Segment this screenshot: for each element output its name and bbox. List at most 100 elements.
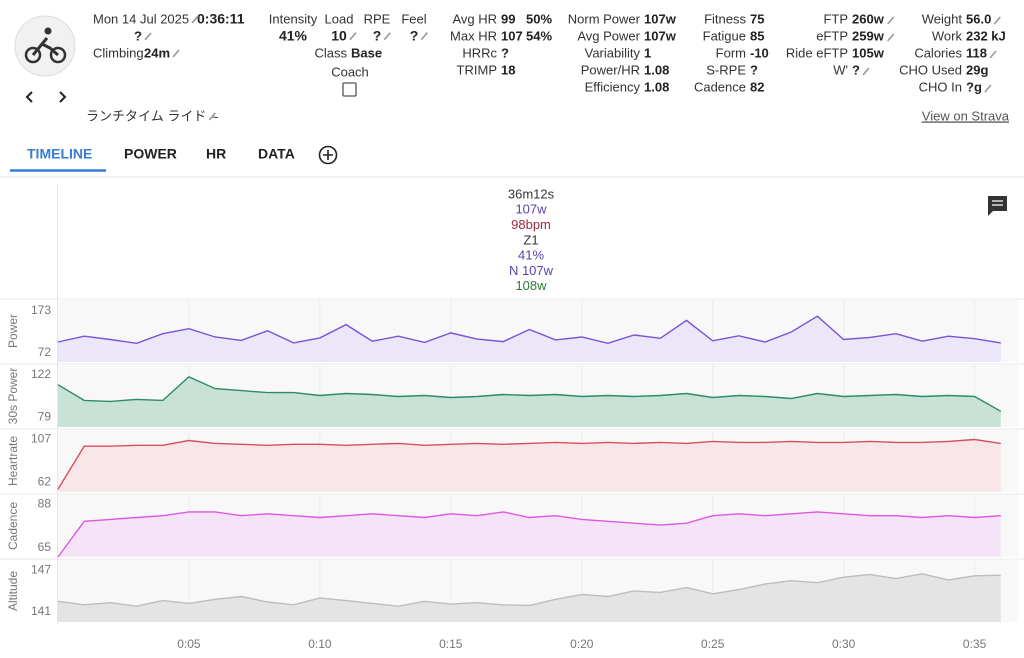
area: [58, 573, 1001, 622]
metric-label: TRIMP: [457, 62, 497, 77]
y-tick-label: 72: [38, 345, 52, 359]
metric-label: Fatigue: [703, 28, 746, 43]
edit-icon[interactable]: [144, 32, 152, 41]
metric-value: 99: [501, 11, 515, 26]
metric-value: 29g: [966, 62, 988, 77]
x-tick-label: 0:05: [177, 637, 201, 651]
metric-value: 260w: [852, 11, 885, 26]
metric-label: Avg HR: [452, 11, 497, 26]
series-line: [57, 315, 1001, 345]
edit-icon[interactable]: [984, 84, 992, 93]
x-tick-label: 0:15: [439, 637, 463, 651]
metric-label: Work: [932, 28, 963, 43]
edit-icon[interactable]: [208, 112, 216, 121]
metric-value: 85: [750, 28, 764, 43]
date[interactable]: Mon 14 Jul 2025: [93, 11, 189, 26]
metric-value: 1: [644, 45, 651, 60]
y-tick-label: 147: [31, 563, 51, 577]
tab[interactable]: POWER: [124, 146, 177, 162]
load-value[interactable]: 10: [331, 28, 347, 44]
metric-label: eFTP: [816, 28, 848, 43]
metric-value: -10: [750, 45, 769, 60]
edit-icon[interactable]: [887, 16, 895, 25]
series-line: [57, 573, 1001, 607]
metric-value: 107: [501, 28, 523, 43]
edit-icon[interactable]: [989, 50, 997, 59]
y-tick-label: 173: [31, 303, 51, 317]
tab[interactable]: HR: [206, 146, 226, 162]
tooltip-line: 36m12s: [508, 186, 555, 201]
add-tab[interactable]: [318, 145, 338, 165]
metric-value: ?: [852, 62, 860, 77]
edit-icon[interactable]: [862, 67, 870, 76]
area: [58, 376, 1001, 427]
edit-icon[interactable]: [349, 32, 357, 41]
metric-label: Cadence: [694, 79, 746, 94]
metric-label: Avg Power: [577, 28, 640, 43]
metric-value: 56.0: [966, 11, 991, 26]
y-tick-label: 79: [38, 409, 52, 423]
area: [58, 511, 1001, 557]
metric-label: CHO In: [919, 79, 962, 94]
prev-arrow[interactable]: [25, 91, 33, 103]
feel-value[interactable]: ?: [410, 28, 419, 44]
metric-extra: 54%: [526, 28, 552, 43]
climbing-value[interactable]: 24m: [144, 45, 170, 60]
rpe-value[interactable]: ?: [373, 28, 382, 44]
metric-label: CHO Used: [899, 62, 962, 77]
edit-icon[interactable]: [383, 32, 391, 41]
edit-icon[interactable]: [191, 15, 199, 24]
class-label: Class: [314, 45, 347, 60]
comment-icon[interactable]: [988, 196, 1007, 216]
edit-icon[interactable]: [420, 32, 428, 41]
metric-value: 105w: [852, 45, 885, 60]
metric-value: 118: [966, 45, 987, 60]
metric-value: ?: [750, 62, 758, 77]
metric-value: 82: [750, 79, 764, 94]
climbing-label: Climbing: [93, 45, 144, 60]
x-tick-label: 0:35: [963, 637, 987, 651]
tab[interactable]: TIMELINE: [27, 146, 92, 162]
y-axis-title: Power: [6, 314, 20, 348]
x-tick-label: 0:25: [701, 637, 725, 651]
area: [58, 316, 1001, 362]
edit-icon[interactable]: [993, 16, 1001, 25]
tooltip-line: N 107w: [509, 263, 554, 278]
area: [58, 439, 1001, 492]
tooltip-line: Z1: [523, 232, 538, 247]
y-tick-label: 62: [38, 475, 52, 489]
coach-checkbox[interactable]: [342, 82, 357, 97]
activity-name[interactable]: ランチタイム ライド: [86, 108, 206, 123]
metric-value: 1.08: [644, 79, 669, 94]
edit-icon[interactable]: [887, 33, 895, 42]
metric-value: 259w: [852, 28, 885, 43]
load-label: Load: [325, 11, 354, 26]
y-tick-label: 107: [31, 432, 51, 446]
y-axis-title: Altitude: [6, 571, 20, 611]
metric-label: FTP: [823, 11, 848, 26]
metric-label: S-RPE: [706, 62, 746, 77]
edit-icon[interactable]: [172, 49, 180, 58]
y-axis-title: 30s Power: [6, 368, 20, 425]
rpe-label: RPE: [364, 11, 391, 26]
tab[interactable]: DATA: [258, 146, 295, 162]
class-value[interactable]: Base: [351, 45, 382, 60]
metric-label: Norm Power: [568, 11, 641, 26]
rpe-note[interactable]: ?: [134, 28, 142, 43]
y-tick-label: 88: [38, 497, 52, 511]
tooltip-line: 108w: [515, 278, 547, 293]
duration: 0:36:11: [197, 11, 245, 27]
metric-value: ?: [501, 45, 509, 60]
strava-link[interactable]: View on Strava: [922, 108, 1010, 123]
metric-label: Form: [716, 45, 746, 60]
x-tick-label: 0:10: [308, 637, 332, 651]
metric-value: 232 kJ: [966, 28, 1006, 43]
y-tick-label: 141: [31, 604, 51, 618]
next-arrow[interactable]: [59, 91, 67, 103]
metric-extra: 50%: [526, 11, 552, 26]
tooltip-line: 107w: [515, 202, 547, 217]
series-line: [57, 438, 1001, 490]
y-axis-title: Cadence: [6, 502, 20, 550]
metric-label: Variability: [585, 45, 641, 60]
